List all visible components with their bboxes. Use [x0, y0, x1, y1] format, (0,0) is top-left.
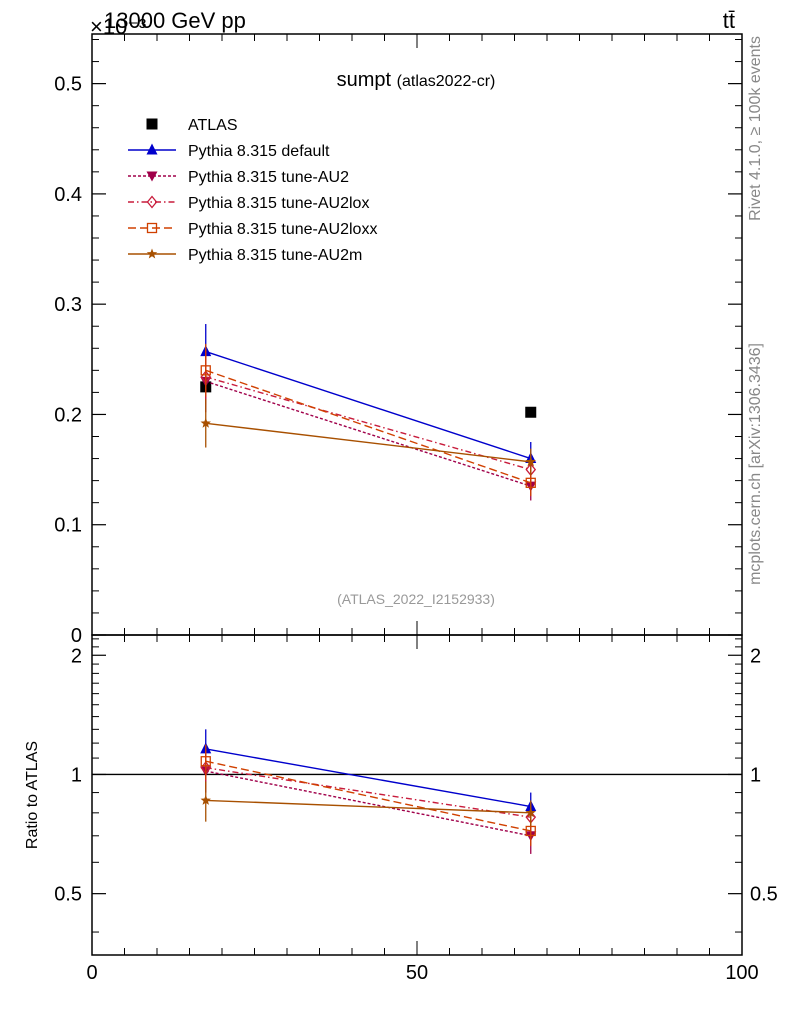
- ratio-series-line: [205, 799, 531, 814]
- legend-entry-atlas: ATLAS: [146, 117, 238, 134]
- ratio-frame: [91, 634, 743, 956]
- ratio-ytick-label-right: 0.5: [750, 884, 778, 906]
- channel-label: tt̄: [723, 8, 735, 33]
- main-ytick-label: 0.2: [54, 404, 82, 426]
- legend-entry-pythia-8-315-default: Pythia 8.315 default: [128, 143, 330, 160]
- main-ytick-label: 0: [71, 625, 82, 647]
- main-title-text: sumpt: [337, 69, 392, 91]
- legend-marker: [146, 143, 158, 155]
- ratio-panel: 0.5 0.5 1 1 2 2 0 50 100 Ratio to ATLAS: [24, 634, 778, 984]
- series-line: [205, 380, 531, 487]
- analysis-label: (ATLAS_2022_I2152933): [337, 591, 495, 607]
- main-subtitle-text: (atlas2022-cr): [397, 73, 496, 90]
- ratio-ytick-label-right: 1: [750, 764, 761, 786]
- data-point: [525, 406, 537, 418]
- legend-label: Pythia 8.315 tune-AU2m: [188, 247, 362, 264]
- legend-entry-pythia-8-315-tune-au2m: Pythia 8.315 tune-AU2m: [128, 247, 362, 264]
- ratio-series-pythia-8-315-tune-au2m: [200, 781, 536, 827]
- ratio-series-pythia-8-315-tune-au2lox: [200, 748, 537, 834]
- legend-marker: [146, 171, 158, 182]
- ratio-series-line: [205, 770, 531, 837]
- mcplots-label: mcplots.cern.ch [arXiv:1306.3436]: [747, 343, 764, 585]
- ratio-ytick-label: 0.5: [54, 884, 82, 906]
- legend-label: ATLAS: [188, 117, 238, 134]
- main-axis-ticks: 0 0.1 0.2 0.3 0.4 0.5: [54, 34, 743, 647]
- data-point: [200, 365, 211, 376]
- ratio-y-axis-label: Ratio to ATLAS: [24, 741, 41, 849]
- series-pythia-8-315-default: [200, 324, 537, 476]
- main-series-layer: [200, 324, 537, 501]
- main-panel: 0 0.1 0.2 0.3 0.4 0.5 sumpt (atlas2022-cr) (A…: [54, 33, 743, 647]
- legend-label: Pythia 8.315 tune-AU2loxx: [188, 221, 377, 238]
- legend-marker: [146, 195, 158, 209]
- legend: ATLAS Pythia 8.315 default Pythia 8.315 tu…: [128, 117, 377, 264]
- ratio-ytick-label-right: 2: [750, 645, 761, 667]
- legend-marker: [146, 118, 158, 130]
- series-line: [205, 422, 531, 463]
- main-title: sumpt (atlas2022-cr): [337, 69, 496, 91]
- main-ytick-label: 0.1: [54, 515, 82, 537]
- series-line: [205, 350, 531, 460]
- ratio-data-point: [525, 807, 536, 818]
- data-point: [200, 417, 211, 428]
- data-point: [525, 477, 536, 488]
- legend-label: Pythia 8.315 tune-AU2lox: [188, 195, 369, 212]
- ratio-data-point: [525, 825, 536, 837]
- series-line: [205, 369, 531, 484]
- ratio-series-line: [205, 760, 531, 832]
- legend-marker: [146, 222, 158, 234]
- legend-entry-pythia-8-315-tune-au2lox: Pythia 8.315 tune-AU2lox: [128, 195, 369, 212]
- ratio-axis-ticks: 0.5 0.5 1 1 2 2 0 50 100: [54, 635, 778, 984]
- legend-label: Pythia 8.315 default: [188, 143, 330, 160]
- series-pythia-8-315-tune-au2loxx: [200, 343, 536, 497]
- ratio-ytick-label: 1: [71, 764, 82, 786]
- series-pythia-8-315-tune-au2: [200, 350, 537, 501]
- ratio-series-pythia-8-315-tune-au2loxx: [200, 744, 536, 846]
- ratio-series-pythia-8-315-default: [200, 729, 537, 822]
- ratio-series-line: [205, 748, 531, 808]
- exponent-label: ×10⁻³: [90, 14, 146, 39]
- series-atlas: [200, 381, 537, 418]
- series-pythia-8-315-tune-au2lox: [200, 349, 537, 486]
- rivet-label: Rivet 4.1.0, ≥ 100k events: [747, 36, 764, 221]
- legend-marker: [146, 248, 158, 259]
- ratio-xtick-label: 50: [406, 962, 428, 984]
- data-point: [525, 456, 536, 467]
- ratio-ytick-label: 2: [71, 645, 82, 667]
- ratio-data-point: [200, 756, 211, 767]
- ratio-xtick-label: 0: [86, 962, 97, 984]
- ratio-xtick-label: 100: [725, 962, 758, 984]
- ratio-series-pythia-8-315-tune-au2: [200, 751, 537, 854]
- series-line: [205, 376, 531, 471]
- main-ytick-label: 0.3: [54, 294, 82, 316]
- series-pythia-8-315-tune-au2m: [200, 399, 536, 476]
- legend-entry-pythia-8-315-tune-au2loxx: Pythia 8.315 tune-AU2loxx: [128, 221, 377, 238]
- ratio-series-line: [205, 767, 531, 818]
- main-ytick-label: 0.5: [54, 74, 82, 96]
- legend-label: Pythia 8.315 tune-AU2: [188, 169, 349, 186]
- main-ytick-label: 0.4: [54, 184, 82, 206]
- ratio-series-layer: [200, 729, 537, 854]
- process-label: 13000 GeV pp: [104, 8, 246, 33]
- legend-entry-pythia-8-315-tune-au2: Pythia 8.315 tune-AU2: [128, 169, 349, 186]
- ratio-data-point: [200, 794, 211, 805]
